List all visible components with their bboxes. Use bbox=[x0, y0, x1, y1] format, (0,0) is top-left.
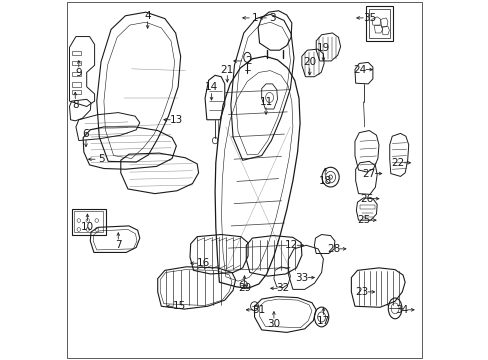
Text: 34: 34 bbox=[394, 305, 407, 315]
Text: 31: 31 bbox=[252, 305, 265, 315]
Text: 4: 4 bbox=[144, 11, 151, 21]
Text: 5: 5 bbox=[98, 154, 104, 164]
Text: 29: 29 bbox=[237, 283, 251, 293]
Text: 35: 35 bbox=[362, 13, 375, 23]
Bar bbox=[72, 61, 81, 65]
Bar bbox=[368, 9, 389, 38]
Text: 32: 32 bbox=[276, 283, 289, 293]
Text: 15: 15 bbox=[172, 301, 185, 311]
Text: 20: 20 bbox=[303, 57, 316, 67]
Bar bbox=[359, 205, 374, 210]
Text: 1: 1 bbox=[251, 13, 258, 23]
Text: 28: 28 bbox=[326, 244, 339, 254]
Text: 23: 23 bbox=[355, 287, 368, 297]
Bar bbox=[366, 6, 392, 41]
Text: 7: 7 bbox=[115, 240, 122, 250]
Text: 17: 17 bbox=[316, 316, 329, 325]
Text: 22: 22 bbox=[390, 158, 404, 168]
Text: 24: 24 bbox=[353, 64, 366, 75]
Text: 9: 9 bbox=[75, 68, 82, 78]
Text: 14: 14 bbox=[204, 82, 218, 93]
Text: 13: 13 bbox=[169, 115, 183, 125]
Text: 2: 2 bbox=[244, 56, 251, 66]
Text: 27: 27 bbox=[362, 168, 375, 179]
Text: 19: 19 bbox=[316, 43, 329, 53]
Bar bbox=[72, 51, 81, 55]
Text: 6: 6 bbox=[82, 129, 89, 139]
Text: 3: 3 bbox=[268, 13, 275, 23]
Text: 21: 21 bbox=[220, 64, 233, 75]
Bar bbox=[72, 90, 81, 94]
Text: 10: 10 bbox=[81, 222, 94, 231]
Text: 12: 12 bbox=[284, 240, 297, 250]
Text: 16: 16 bbox=[196, 258, 209, 268]
Bar bbox=[72, 82, 81, 87]
Bar bbox=[72, 72, 81, 76]
Text: 18: 18 bbox=[318, 176, 331, 186]
Text: 26: 26 bbox=[359, 194, 372, 204]
Text: 25: 25 bbox=[356, 215, 369, 225]
Text: 8: 8 bbox=[72, 100, 79, 110]
Text: 11: 11 bbox=[259, 97, 272, 107]
Text: 30: 30 bbox=[267, 319, 280, 329]
Bar bbox=[74, 211, 102, 232]
Bar bbox=[72, 209, 105, 234]
Text: 33: 33 bbox=[295, 273, 308, 283]
